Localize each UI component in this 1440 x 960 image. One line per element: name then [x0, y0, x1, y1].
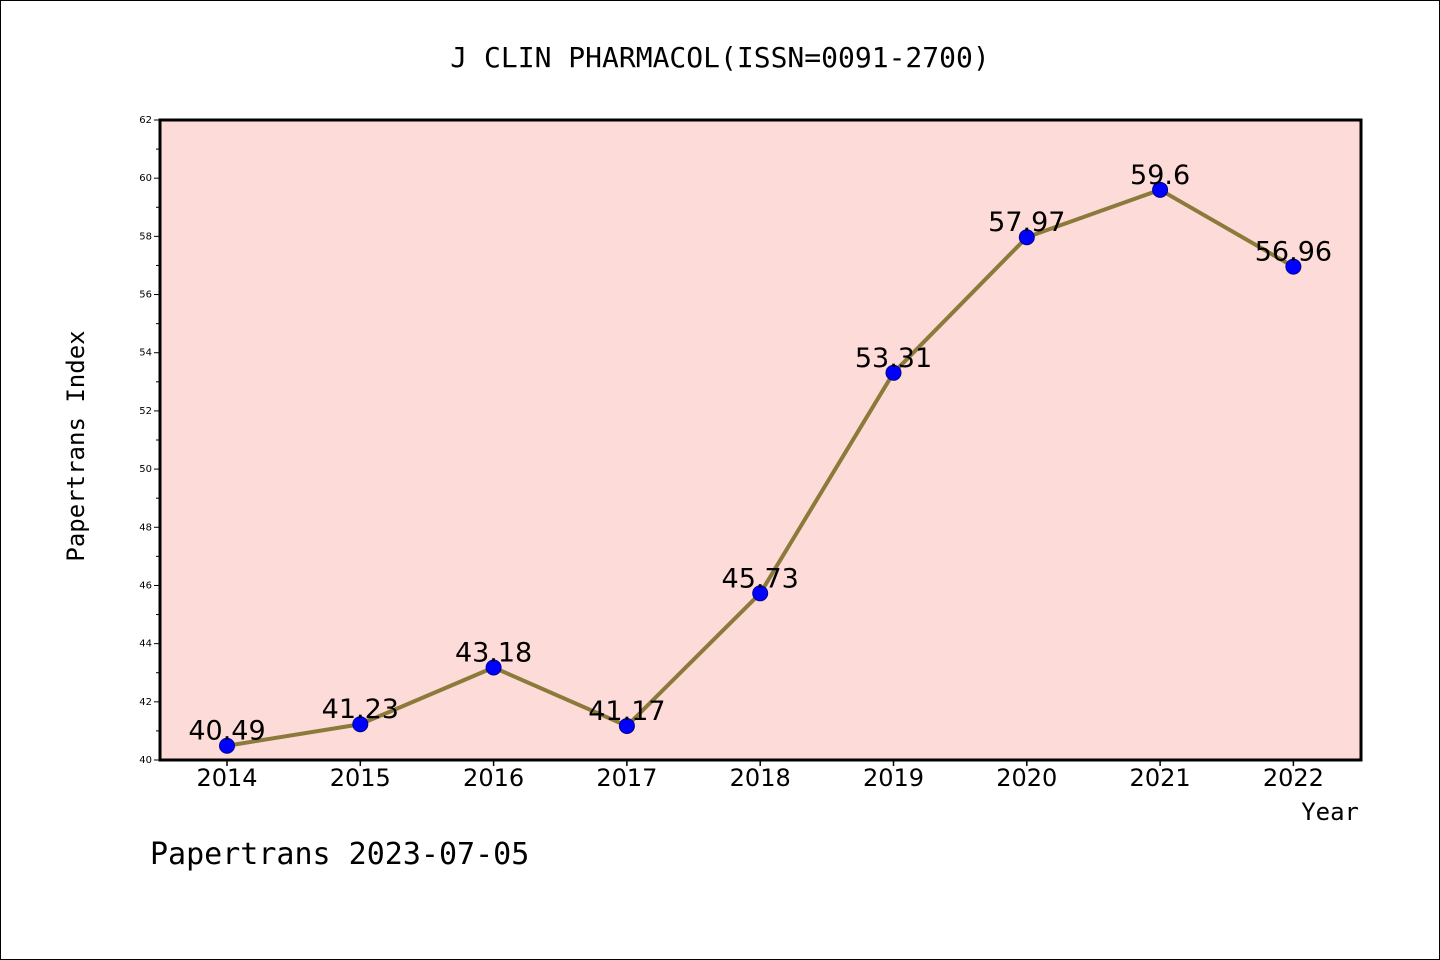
y-axis-label: Papertrans Index	[62, 330, 90, 561]
y-tick-label: 52	[139, 406, 152, 417]
x-tick-label: 2019	[863, 764, 924, 792]
y-tick-label: 50	[139, 464, 152, 475]
y-tick-label: 40	[139, 755, 152, 766]
plot-area	[160, 120, 1361, 760]
x-tick-label: 2022	[1263, 764, 1324, 792]
data-label: 40.49	[188, 716, 265, 747]
y-tick-label: 56	[139, 290, 152, 301]
data-label: 45.73	[722, 563, 799, 594]
x-tick-label: 2014	[196, 764, 257, 792]
data-label: 56.96	[1255, 237, 1332, 268]
data-point	[752, 585, 769, 602]
data-label: 53.31	[855, 343, 932, 374]
data-point	[1152, 181, 1169, 198]
x-axis: 2014 2015 2016 2017 2018 2019 2020 2021 2022	[196, 760, 1324, 792]
x-tick-label: 2017	[596, 764, 657, 792]
x-tick-label: 2021	[1130, 764, 1191, 792]
x-tick-label: 2020	[996, 764, 1057, 792]
plot-border	[158, 118, 1363, 762]
x-tick-label: 2018	[730, 764, 791, 792]
y-tick-label: 48	[139, 522, 152, 533]
y-tick-label: 46	[139, 580, 152, 591]
data-point	[885, 364, 902, 381]
data-label: 41.23	[322, 694, 399, 725]
y-tick-label: 54	[139, 348, 152, 359]
data-label: 57.97	[988, 207, 1065, 238]
data-point	[1285, 258, 1302, 275]
y-tick-label: 58	[139, 231, 152, 242]
data-point	[352, 716, 369, 733]
data-point	[219, 737, 235, 754]
series: 40.49 41.23 43.18 41.17 45.73 53.31 57.97 59.6 5…	[188, 160, 1332, 754]
data-point	[485, 659, 502, 676]
y-tick-label: 62	[139, 115, 152, 126]
data-point	[1018, 229, 1035, 246]
x-tick-label: 2016	[463, 764, 524, 792]
y-tick-label: 60	[139, 173, 152, 184]
data-label: 43.18	[455, 637, 532, 668]
x-tick-label: 2015	[330, 764, 391, 792]
data-label: 41.17	[588, 696, 665, 727]
y-tick-label: 42	[139, 697, 152, 708]
y-axis: 40 42 44 46 48 50 52 54 56 58 60 62	[139, 115, 160, 766]
data-label: 59.6	[1130, 160, 1190, 191]
footer-stamp: Papertrans 2023-07-05	[150, 837, 529, 872]
x-axis-label: Year	[1301, 798, 1359, 826]
y-tick-label: 44	[139, 639, 152, 650]
data-point	[618, 717, 635, 734]
chart-title: J CLIN PHARMACOL(ISSN=0091-2700)	[450, 41, 989, 74]
